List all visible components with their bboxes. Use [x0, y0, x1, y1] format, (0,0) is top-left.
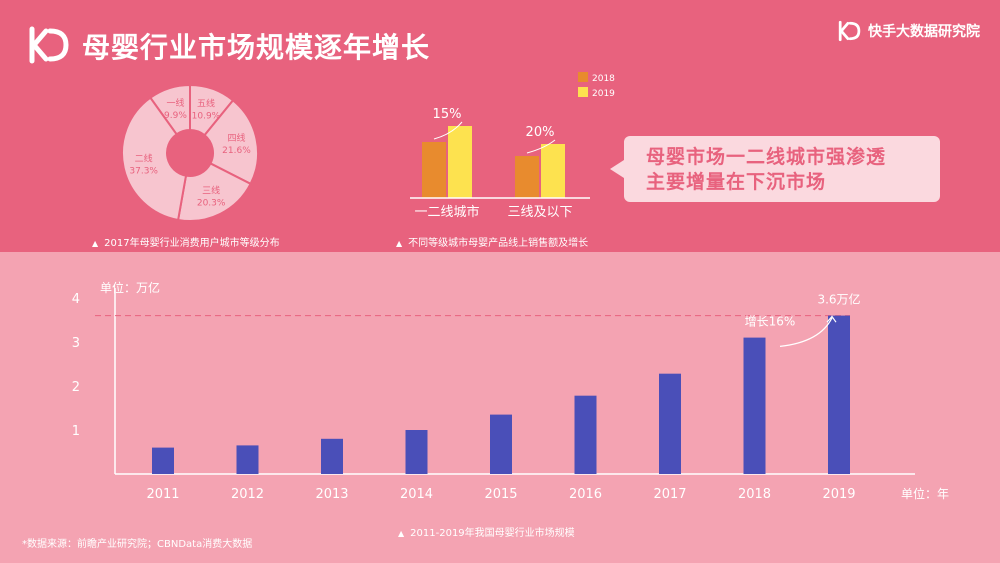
x-tick-label: 2019 [822, 487, 855, 502]
bar-2017 [659, 373, 681, 474]
top-value-annotation: 3.6万亿 [817, 292, 860, 307]
donut-slice-value: 37.3% [129, 167, 158, 177]
growth-bar [422, 142, 446, 198]
x-tick-label: 2016 [569, 487, 602, 502]
legend-swatch-2018 [578, 72, 588, 82]
donut-slice-value: 10.9% [192, 111, 221, 121]
brand: 快手大数据研究院 [836, 20, 980, 42]
donut-slice-value: 21.6% [222, 146, 251, 156]
legend-swatch-2019 [578, 87, 588, 97]
growth-rate-label: 20% [526, 125, 555, 140]
x-tick-label: 2018 [738, 487, 771, 502]
growth-bar [541, 144, 565, 198]
bar-2016 [574, 395, 597, 474]
bar-2018 [743, 337, 766, 474]
growth-bar [515, 156, 539, 198]
group-label: 三线及以下 [507, 205, 572, 220]
x-tick-label: 2011 [146, 487, 179, 502]
callout-line1: 母婴市场一二线城市强渗透 [646, 146, 887, 168]
growth-arrow [526, 139, 556, 154]
donut-slice-value: 20.3% [197, 199, 226, 209]
legend-label: 2019 [592, 89, 615, 99]
bar-2012 [236, 445, 259, 474]
legend-label: 2018 [592, 74, 615, 84]
donut-slice-2 [203, 98, 259, 186]
brand-name: 快手大数据研究院 [868, 24, 980, 40]
growth-rate-label: 15% [433, 107, 462, 122]
callout-line2: 主要增量在下沉市场 [646, 171, 827, 193]
bar-2014 [405, 430, 428, 474]
growth-arrow-main [779, 317, 833, 347]
y-tick-label: 4 [72, 292, 80, 307]
main-caption: ▲ 2011-2019年我国母婴行业市场规模 [398, 528, 575, 539]
donut-chart: 一线 9.9% 五线 10.9% 四线 21.6% 三线 20.3% 二线 37.3% [121, 83, 259, 222]
y-unit-label: 单位：万亿 [100, 280, 160, 295]
callout-pointer [610, 160, 624, 178]
bar-2013 [321, 438, 343, 474]
growth-bar [448, 126, 472, 198]
growth-arrow [433, 121, 463, 140]
kuaishou-logo-icon [29, 26, 69, 64]
market-size-chart: 单位：万亿 1 2 3 4 2011 2012 2013 2014 2015 2016 2017 201… [72, 280, 949, 502]
brand-logo-icon [838, 20, 861, 42]
growth-chart: 2018 2019 15% 一二线城市 20% 三线及以下 [410, 72, 615, 220]
x-tick-label: 2014 [400, 487, 433, 502]
x-tick-label: 2017 [653, 487, 686, 502]
donut-slice-name: 五线 [197, 97, 215, 109]
page-title: 母婴行业市场规模逐年增长 [82, 31, 431, 64]
bar-2019 [828, 315, 850, 474]
growth-caption: ▲ 不同等级城市母婴产品线上销售额及增长 [396, 238, 589, 249]
donut-slice-name: 一线 [166, 97, 184, 109]
group-label: 一二线城市 [414, 204, 479, 220]
donut-caption: ▲ 2017年母婴行业消费用户城市等级分布 [92, 238, 280, 249]
callout-box: 母婴市场一二线城市强渗透 主要增量在下沉市场 [624, 136, 940, 202]
y-tick-label: 2 [72, 380, 80, 395]
x-tick-label: 2012 [231, 487, 264, 502]
x-unit-label: 单位：年 [901, 486, 949, 501]
donut-slice-4 [121, 96, 188, 222]
donut-slice-3 [176, 162, 252, 222]
donut-slice-name: 四线 [227, 132, 245, 144]
donut-slice-name: 二线 [135, 153, 153, 165]
donut-slice-name: 三线 [202, 185, 220, 197]
arrow-head [826, 315, 837, 323]
bar-2015 [490, 414, 512, 474]
x-tick-label: 2015 [484, 487, 517, 502]
bar-2011 [152, 447, 174, 474]
donut-slice-value: 9.9% [164, 111, 187, 121]
growth-annotation: 增长16% [745, 315, 796, 329]
data-source: *数据来源：前瞻产业研究院；CBNData消费大数据 [22, 539, 253, 550]
x-tick-label: 2013 [315, 487, 348, 502]
y-tick-label: 1 [72, 424, 80, 439]
y-tick-label: 3 [72, 336, 80, 351]
